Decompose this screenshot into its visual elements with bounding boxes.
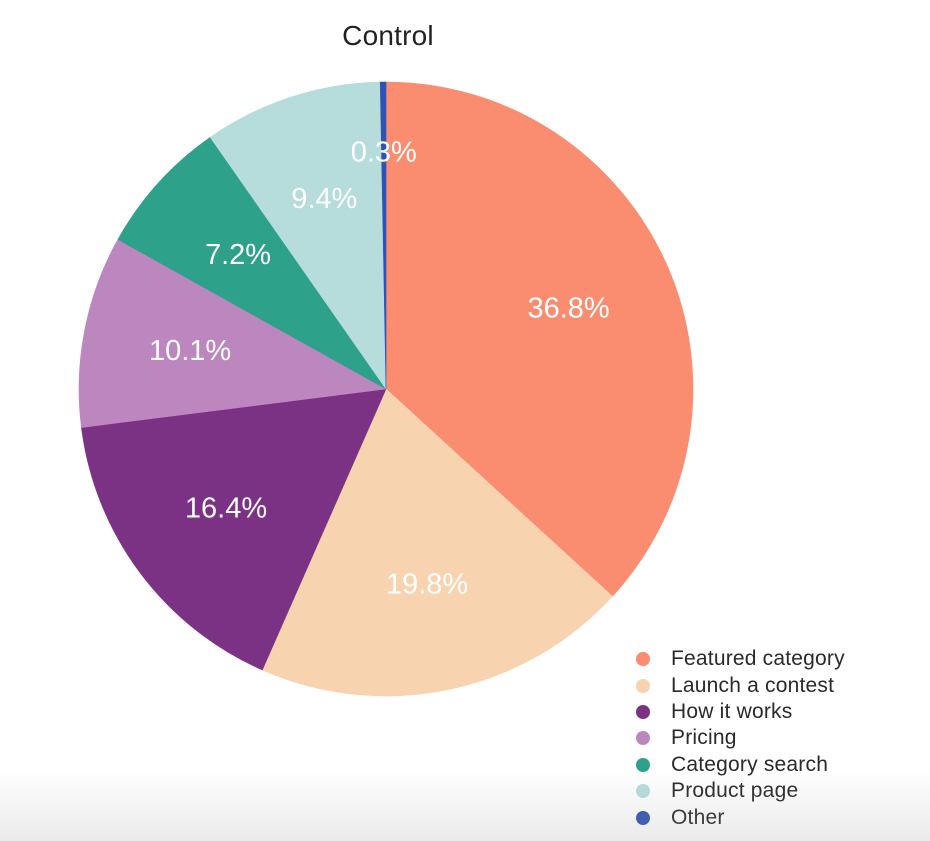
legend-item-label: Featured category [671,647,845,671]
slice-percentage-label: 9.4% [291,183,357,215]
slice-percentage-label: 19.8% [386,568,468,600]
pie-slice-pricing[interactable] [78,239,387,428]
legend-item-featured-category[interactable]: Featured category [636,646,845,672]
legend-item-label: Other [671,805,725,829]
legend-swatch-icon [636,704,650,719]
legend-item-pricing[interactable]: Pricing [636,725,845,751]
legend-swatch-icon [636,731,650,746]
legend-swatch-icon [636,810,650,825]
legend-swatch-icon [636,652,650,667]
slice-percentage-label: 10.1% [149,335,231,367]
slice-percentage-label: 7.2% [205,239,271,271]
pie-slice-featured-category[interactable] [385,81,694,597]
pie-slice-product-page[interactable] [209,81,387,390]
legend-item-category-search[interactable]: Category search [636,752,845,778]
slice-percentage-label: 0.3% [351,137,417,169]
legend-item-launch-a-contest[interactable]: Launch a contest [636,672,845,698]
legend-item-label: Pricing [671,726,737,750]
chart-title: Control [342,20,434,51]
legend-item-other[interactable]: Other [636,804,845,830]
legend-item-how-it-works[interactable]: How it works [636,699,845,725]
legend-swatch-icon [636,757,650,772]
legend-item-label: How it works [671,699,793,723]
legend-swatch-icon [636,784,650,799]
slice-percentage-label: 36.8% [527,293,609,325]
pie-slice-other[interactable] [379,81,387,390]
pie-slice-launch-a-contest[interactable] [261,388,613,697]
pie-slice-category-search[interactable] [117,136,387,390]
pie-slice-how-it-works[interactable] [81,388,387,671]
legend-item-label: Product page [671,779,799,803]
legend: Featured category Launch a contest How it … [636,646,845,831]
legend-swatch-icon [636,678,650,693]
legend-item-label: Launch a contest [671,673,835,697]
slice-percentage-label: 16.4% [185,492,267,524]
legend-item-product-page[interactable]: Product page [636,778,845,804]
legend-item-label: Category search [671,752,829,776]
